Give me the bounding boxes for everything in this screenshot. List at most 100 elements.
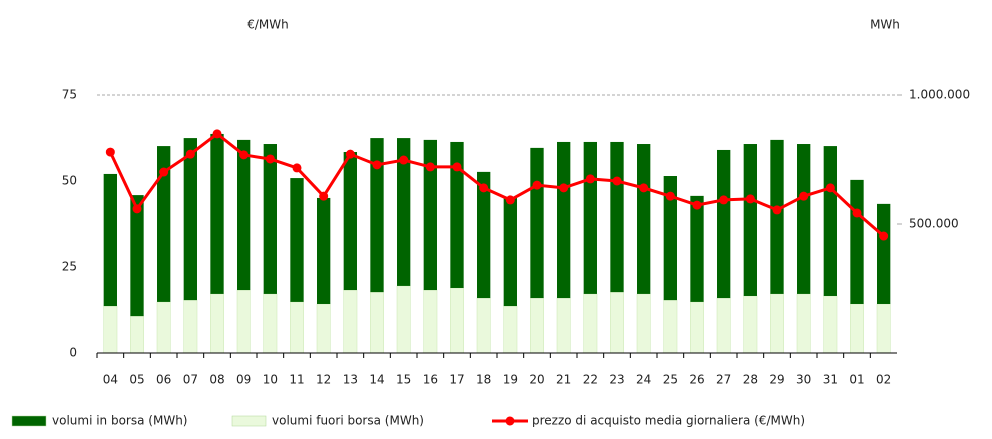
y2-tick-label: 1.000.000 <box>909 88 970 102</box>
bar <box>103 305 118 354</box>
bar <box>877 203 891 304</box>
bar <box>210 293 224 354</box>
point <box>665 191 675 201</box>
x-tick-label: 19 <box>503 373 518 387</box>
x-tick-label: 09 <box>236 373 251 387</box>
x-tick-label: 21 <box>556 373 571 387</box>
bar <box>663 299 678 354</box>
point <box>132 204 142 214</box>
bar <box>396 285 411 354</box>
bar <box>503 197 517 307</box>
bar <box>690 195 704 302</box>
x-tick-label: 29 <box>769 373 784 387</box>
bar <box>797 144 811 294</box>
bar <box>450 141 464 288</box>
bar <box>370 291 384 354</box>
point <box>585 174 595 184</box>
bar <box>130 315 144 354</box>
bar <box>503 305 518 354</box>
x-tick-label: 26 <box>689 373 704 387</box>
x-tick-label: 27 <box>716 373 731 387</box>
x-tick-label: 30 <box>796 373 811 387</box>
bar <box>263 293 278 354</box>
point <box>692 200 702 210</box>
x-tick-label: 04 <box>103 373 118 387</box>
x-tick-label: 02 <box>876 373 891 387</box>
legend-label: volumi fuori borsa (MWh) <box>272 414 424 428</box>
point <box>105 147 115 157</box>
point <box>372 160 382 170</box>
x-tick-label: 05 <box>129 373 144 387</box>
bar <box>610 141 624 293</box>
bar <box>823 295 838 354</box>
bar <box>263 144 277 294</box>
bar <box>423 139 437 291</box>
y2-axis-label: MWh <box>870 18 900 32</box>
point <box>265 154 275 164</box>
x-tick-label: 20 <box>529 373 544 387</box>
bar <box>343 289 358 354</box>
x-tick-label: 10 <box>263 373 278 387</box>
bar <box>556 297 571 354</box>
point <box>479 183 489 193</box>
bar <box>423 289 438 354</box>
bar <box>130 195 144 317</box>
legend-swatch <box>505 416 515 426</box>
point <box>719 195 729 205</box>
bar <box>716 297 731 354</box>
x-tick-label: 06 <box>156 373 171 387</box>
point <box>319 191 329 201</box>
point <box>399 155 409 165</box>
x-tick-label: 25 <box>663 373 678 387</box>
legend-label: prezzo di acquisto media giornaliera (€/… <box>532 414 805 428</box>
y-tick-label: 25 <box>62 260 77 274</box>
bar <box>850 179 864 304</box>
point <box>292 163 302 173</box>
bar <box>210 133 224 294</box>
bar <box>370 138 384 293</box>
x-tick-label: 11 <box>289 373 304 387</box>
bar <box>183 299 198 354</box>
bar <box>876 303 891 354</box>
bar <box>183 138 197 301</box>
bar <box>237 139 251 291</box>
bar <box>743 144 757 296</box>
legend-swatch <box>231 415 267 427</box>
bar <box>717 149 731 299</box>
point <box>772 205 782 215</box>
x-tick-label: 31 <box>823 373 838 387</box>
point <box>559 183 569 193</box>
x-tick-label: 01 <box>849 373 864 387</box>
bar <box>557 141 571 299</box>
point <box>745 194 755 204</box>
bar <box>397 138 411 286</box>
x-tick-label: 17 <box>449 373 464 387</box>
bar <box>290 301 304 354</box>
bar <box>583 141 597 294</box>
point <box>852 208 862 218</box>
y-tick-label: 0 <box>69 346 77 360</box>
legend-label: volumi in borsa (MWh) <box>52 414 187 428</box>
point <box>345 149 355 159</box>
bar <box>690 301 704 354</box>
bar <box>290 178 304 302</box>
x-tick-label: 16 <box>423 373 438 387</box>
x-tick-label: 24 <box>636 373 651 387</box>
x-tick-label: 23 <box>609 373 624 387</box>
bar <box>743 295 758 354</box>
bar <box>637 144 651 294</box>
bar <box>610 291 624 354</box>
point <box>639 183 649 193</box>
y-axis-label: €/MWh <box>247 18 289 32</box>
x-tick-label: 14 <box>369 373 384 387</box>
point <box>159 167 169 177</box>
x-tick-label: 08 <box>209 373 224 387</box>
x-tick-label: 28 <box>743 373 758 387</box>
x-tick-label: 18 <box>476 373 491 387</box>
point <box>425 162 435 172</box>
point <box>612 176 622 186</box>
bar <box>236 289 251 354</box>
x-tick-label: 13 <box>343 373 358 387</box>
